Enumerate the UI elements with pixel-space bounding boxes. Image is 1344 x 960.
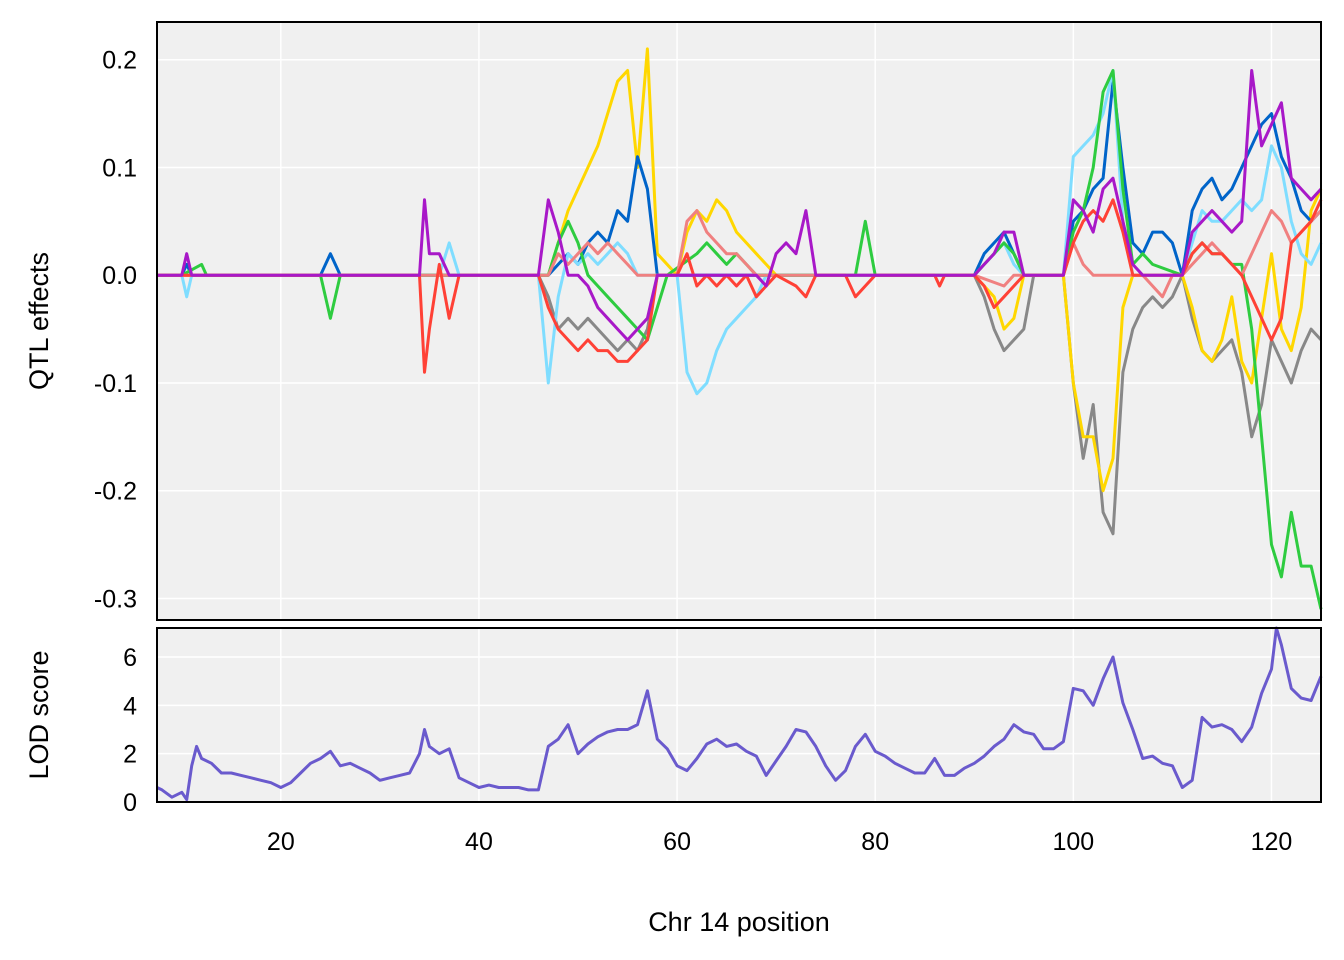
top-y-tick-label: 0.2 xyxy=(102,47,137,75)
top-panel: 0.2 0.1 0.0 -0.1 -0.2 -0.3 QTL effects xyxy=(24,21,1323,621)
x-tick-label: 20 xyxy=(267,828,295,856)
effect-series-line-8 xyxy=(157,69,1323,342)
bottom-plot-area xyxy=(157,628,1321,802)
bottom-y-tick-label: 4 xyxy=(123,692,137,720)
top-y-tick-label: 0.1 xyxy=(102,154,137,182)
x-tick-label: 40 xyxy=(465,828,493,856)
bottom-plot-border xyxy=(156,627,1322,803)
top-plot-area xyxy=(157,22,1321,620)
top-y-axis-title: QTL effects xyxy=(24,252,54,390)
top-series-group xyxy=(157,47,1323,610)
x-tick-label: 80 xyxy=(861,828,889,856)
bottom-y-tick-label: 6 xyxy=(123,644,137,672)
x-tick-label: 100 xyxy=(1052,828,1094,856)
top-plot-border xyxy=(156,21,1322,621)
x-tick-label: 120 xyxy=(1251,828,1293,856)
bottom-series-group xyxy=(156,626,1323,802)
effect-series-line-2 xyxy=(157,47,1323,493)
top-y-tick-label: -0.2 xyxy=(94,478,137,506)
top-y-tick-label: 0.0 xyxy=(102,262,137,290)
x-tick-label: 60 xyxy=(663,828,691,856)
effect-series-line-7 xyxy=(157,198,1323,374)
top-y-tick-label: -0.1 xyxy=(94,370,137,398)
bottom-y-tick-labels: 6 4 2 0 xyxy=(123,644,137,817)
bottom-y-axis-title: LOD score xyxy=(24,650,54,779)
bottom-y-tick-label: 2 xyxy=(123,741,137,769)
top-y-tick-label: -0.3 xyxy=(94,585,137,613)
x-axis-title: Chr 14 position xyxy=(648,907,830,937)
effect-series-line-1 xyxy=(157,273,1323,536)
bottom-y-tick-label: 0 xyxy=(123,789,137,817)
top-y-tick-labels: 0.2 0.1 0.0 -0.1 -0.2 -0.3 xyxy=(94,47,137,614)
lod-score-line xyxy=(156,626,1323,802)
bottom-x-tick-labels: 20 40 60 80 100 120 xyxy=(267,828,1292,856)
